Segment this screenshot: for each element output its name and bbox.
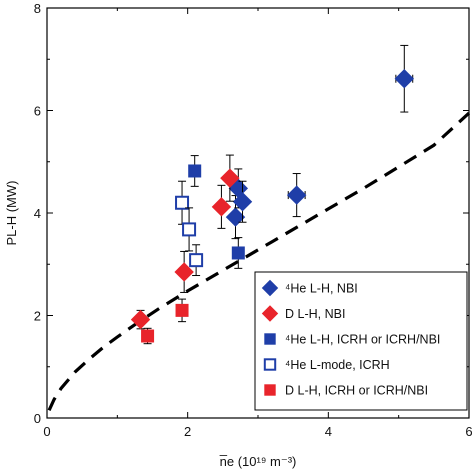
legend-box bbox=[254, 271, 468, 411]
data-point-series-0 bbox=[394, 69, 415, 89]
legend-label-1: D L-H, NBI bbox=[285, 307, 345, 321]
data-point-series-1 bbox=[174, 262, 194, 282]
y-tick-label: 8 bbox=[34, 1, 41, 16]
y-tick-label: 6 bbox=[34, 104, 41, 119]
legend-label-3: ⁴He L-mode, ICRH bbox=[285, 358, 390, 372]
x-tick-label: 2 bbox=[184, 424, 191, 439]
fit-curve-layer bbox=[47, 111, 471, 411]
legend-label-0: ⁴He L-H, NBI bbox=[285, 282, 358, 296]
data-point-series-1 bbox=[130, 309, 151, 330]
legend-marker-3 bbox=[263, 358, 277, 371]
data-point-series-1 bbox=[211, 197, 232, 217]
data-point-series-3 bbox=[182, 222, 197, 237]
data-point-series-0 bbox=[232, 192, 253, 212]
legend-label-4: D L-H, ICRH or ICRH/NBI bbox=[285, 384, 428, 398]
legend-label-2: ⁴He L-H, ICRH or ICRH/NBI bbox=[285, 333, 440, 347]
x-tick-label: 4 bbox=[325, 424, 332, 439]
legend-marker-2 bbox=[264, 333, 276, 345]
data-point-series-3 bbox=[189, 253, 204, 268]
x-axis-label: n̅e (10¹⁹ m⁻³) bbox=[219, 454, 296, 469]
y-tick-label: 0 bbox=[34, 411, 41, 426]
legend-marker-1 bbox=[261, 305, 279, 322]
y-axis-label: PL-H (MW) bbox=[4, 181, 19, 246]
legend: ⁴He L-H, NBI D L-H, NBI ⁴He L-H, ICRH or I… bbox=[254, 271, 468, 411]
y-tick-label: 4 bbox=[34, 206, 41, 221]
data-point-series-4 bbox=[141, 329, 155, 343]
legend-marker-4 bbox=[264, 384, 276, 396]
data-point-series-1 bbox=[220, 168, 240, 188]
data-point-series-0 bbox=[286, 185, 307, 205]
data-point-series-0 bbox=[225, 207, 246, 227]
data-point-series-4 bbox=[175, 303, 189, 317]
data-point-series-2 bbox=[188, 164, 202, 178]
legend-marker-0 bbox=[261, 279, 279, 297]
fit-curve-dashed bbox=[47, 111, 471, 411]
x-tick-label: 0 bbox=[43, 424, 50, 439]
data-points-layer bbox=[130, 44, 415, 345]
y-tick-label: 2 bbox=[34, 309, 41, 324]
data-point-series-2 bbox=[231, 246, 245, 260]
x-tick-label: 6 bbox=[465, 424, 472, 439]
data-point-series-3 bbox=[175, 195, 190, 210]
